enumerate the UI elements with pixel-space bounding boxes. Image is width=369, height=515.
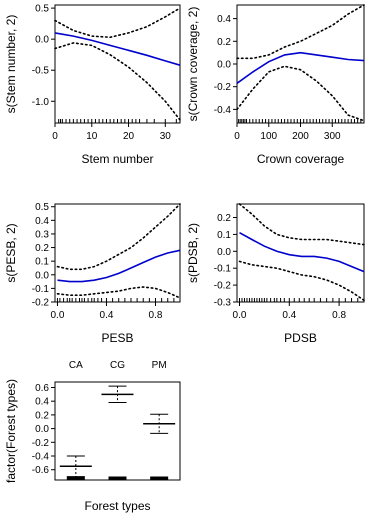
y-tick-label: 0.6: [35, 383, 49, 394]
x-axis-label: Forest types: [84, 499, 150, 513]
y-axis-label: s(Stem number, 2): [4, 15, 18, 114]
upper-confidence-band: [236, 4, 365, 60]
category-label: CG: [110, 360, 125, 371]
y-axis-label: s(PDSB, 2): [186, 223, 200, 283]
y-axis-label: s(Crown coverage, 2): [186, 7, 200, 122]
x-tick-label: 0.8: [149, 310, 163, 321]
y-tick-label: -0.4: [214, 105, 232, 116]
y-tick-label: 0.4: [35, 397, 49, 408]
panel-pdsb: 0.2 0.1 0.0 -0.1 -0.2 -0.3 s(PDSB, 2) PDSB 0.0 0.…: [186, 203, 365, 345]
plot-frame: [54, 381, 181, 481]
y-tick-label: -0.3: [214, 298, 232, 309]
x-tick-label: 20: [123, 131, 135, 142]
y-tick-label: 0.0: [217, 60, 231, 71]
category-label: CA: [69, 360, 83, 371]
panel-stem-number: 0.5 0.0 -0.5 -1.0 s(Stem number, 2) Stem numb…: [4, 4, 181, 166]
x-axis-label: PDSB: [284, 331, 317, 345]
fitted-curve: [57, 249, 181, 283]
x-tick-label: 200: [292, 131, 309, 142]
y-tick-label: 0.0: [35, 424, 49, 435]
y-tick-label: -0.4: [32, 452, 50, 463]
fitted-curve: [54, 32, 181, 66]
upper-confidence-band: [54, 7, 181, 39]
x-tick-label: 0.4: [282, 310, 296, 321]
y-tick-label: -0.2: [214, 82, 232, 93]
y-axis-label: factor(Forest types): [4, 379, 18, 483]
x-axis-label: Stem number: [81, 152, 153, 166]
y-axis-label: s(PESB, 2): [4, 223, 18, 282]
x-tick-label: 10: [86, 131, 98, 142]
x-tick-label: 300: [324, 131, 341, 142]
fitted-curve: [236, 51, 365, 84]
y-tick-label: -1.0: [32, 97, 50, 108]
y-tick-label: -0.6: [32, 465, 50, 476]
y-tick-label: 0.4: [217, 14, 231, 25]
y-tick-label: 0.5: [35, 202, 49, 213]
y-tick-label: 0.2: [35, 243, 49, 254]
y-tick-label: 0.0: [35, 35, 49, 46]
x-tick-label: 0.8: [332, 310, 346, 321]
y-tick-label: -0.2: [32, 438, 50, 449]
plot-frame: [236, 4, 365, 124]
x-axis-label: PESB: [101, 331, 133, 345]
plot-frame: [54, 4, 181, 124]
lower-confidence-band: [56, 286, 181, 299]
panel-pesb: 0.5 0.4 0.3 0.2 0.1 0.0 -0.1 -0.2 s(PESB, 2) PESB…: [4, 202, 181, 345]
x-tick-label: 100: [260, 131, 277, 142]
y-tick-label: -0.2: [32, 298, 50, 309]
y-tick-label: 0.3: [35, 229, 49, 240]
fitted-curve: [239, 231, 365, 273]
x-tick-label: 0.0: [50, 310, 64, 321]
lower-confidence-band: [54, 42, 181, 121]
category-label: PM: [152, 360, 167, 371]
y-tick-label: -0.2: [214, 281, 232, 292]
y-tick-label: 0.2: [35, 410, 49, 421]
lower-confidence-band: [238, 260, 365, 302]
y-tick-label: 0.2: [217, 213, 231, 224]
x-tick-label: 30: [160, 131, 172, 142]
y-tick-label: 0.5: [35, 4, 49, 15]
y-tick-label: 0.1: [35, 257, 49, 268]
x-tick-label: 0: [234, 131, 240, 142]
x-tick-label: 0.0: [233, 310, 247, 321]
plot-frame: [236, 203, 365, 303]
lower-confidence-band: [236, 65, 365, 122]
plot-frame: [54, 203, 181, 303]
x-tick-label: 0: [52, 131, 58, 142]
y-tick-label: 0.0: [35, 270, 49, 281]
panel-forest-types: 0.6 0.4 0.2 0.0 -0.2 -0.4 -0.6 factor(Forest ty…: [4, 360, 181, 513]
y-tick-label: -0.5: [32, 66, 50, 77]
y-tick-label: -0.1: [32, 284, 50, 295]
y-tick-label: 0.4: [35, 216, 49, 227]
y-tick-label: 0.1: [217, 230, 231, 241]
upper-confidence-band: [56, 203, 181, 271]
panel-crown-coverage: 0.4 0.2 0.0 -0.2 -0.4 s(Crown coverage, 2) Cro…: [186, 4, 365, 166]
x-tick-label: 0.4: [100, 310, 114, 321]
y-tick-label: 0.2: [217, 37, 231, 48]
upper-confidence-band: [238, 203, 365, 246]
x-axis-label: Crown coverage: [257, 152, 345, 166]
y-tick-label: 0.0: [217, 247, 231, 258]
y-tick-label: -0.1: [214, 264, 232, 275]
